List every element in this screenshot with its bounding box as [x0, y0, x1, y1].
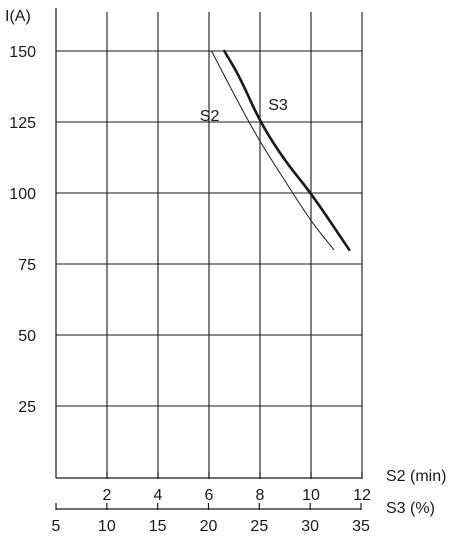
x-tick-label-s3: 25: [250, 518, 268, 535]
y-tick-label: 100: [9, 186, 36, 203]
label-layer: I(A) 25 50 75 100 125 150 2 4 6 8 10 12 S2 (min) 5 10 1…: [5, 8, 446, 535]
x-axis-label-s3: S3 (%): [386, 500, 435, 517]
y-axis-label: I(A): [5, 8, 31, 25]
x-tick-label-s2: 8: [256, 487, 265, 504]
series-line-s3: [223, 49, 351, 252]
x-tick-label-s3: 10: [98, 518, 116, 535]
grid-layer: [56, 12, 363, 478]
x-tick-label-s3: 20: [200, 518, 218, 535]
y-tick-label: 150: [9, 44, 36, 61]
x-tick-label-s2: 6: [205, 487, 214, 504]
x-tick-label-s3: 35: [352, 518, 370, 535]
x-tick-label-s3: 5: [52, 518, 61, 535]
series-line-s2: [211, 50, 335, 251]
axis-layer: [55, 8, 363, 510]
x-tick-label-s3: 15: [149, 518, 167, 535]
y-tick-label: 25: [18, 399, 36, 416]
x-tick-label-s2: 12: [353, 487, 371, 504]
x-tick-label-s2: 2: [103, 487, 112, 504]
x-tick-label-s3: 30: [301, 518, 319, 535]
y-tick-label: 50: [18, 328, 36, 345]
x-axis-label-s2: S2 (min): [386, 468, 446, 485]
x-tick-label-s2: 4: [154, 487, 163, 504]
y-tick-label: 125: [9, 115, 36, 132]
series-label-s3: S3: [268, 97, 288, 114]
x-tick-label-s2: 10: [302, 487, 320, 504]
series-label-s2: S2: [200, 108, 220, 125]
series-layer: [211, 49, 351, 252]
y-tick-label: 75: [18, 257, 36, 274]
